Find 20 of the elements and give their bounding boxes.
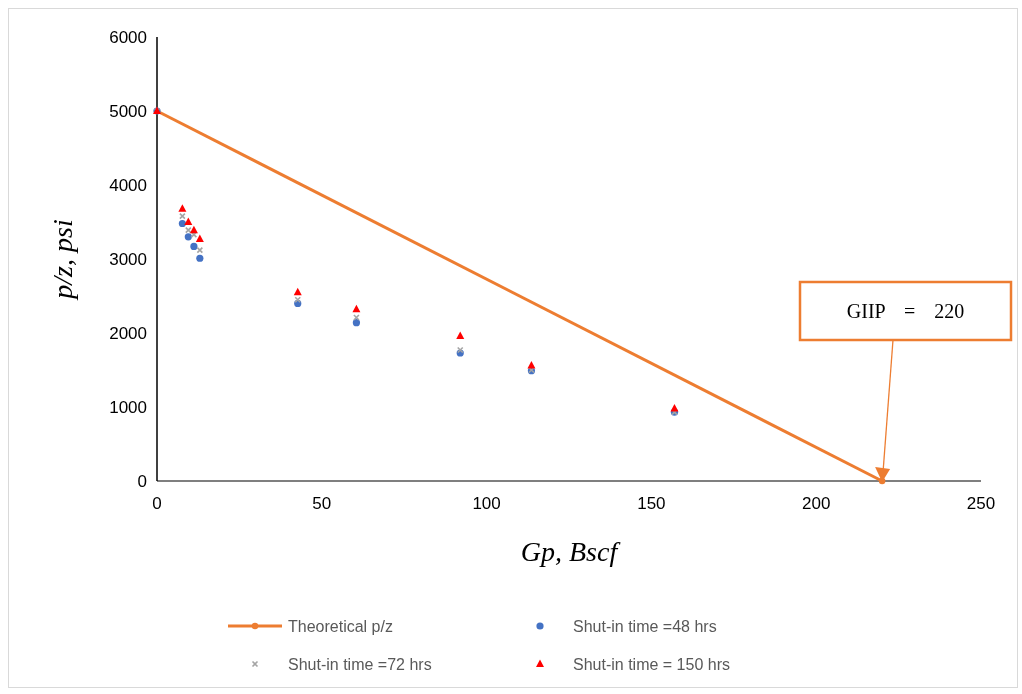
x-tick-label: 100	[472, 494, 501, 513]
legend-label: Shut-in time =48 hrs	[573, 617, 717, 635]
y-tick-label: 3000	[109, 249, 147, 269]
y-tick-label: 5000	[109, 101, 147, 121]
x-tick-label: 50	[312, 494, 332, 513]
annotation: GIIP = 220	[846, 300, 965, 322]
y-tick-label: 4000	[109, 175, 147, 195]
legend-label: Shut-in time = 150 hrs	[573, 655, 730, 673]
x-axis-title: Gp, Bscf	[520, 536, 621, 567]
x-tick-label: 150	[637, 494, 666, 513]
x-tick-label: 200	[802, 494, 831, 513]
y-tick-label: 2000	[109, 323, 147, 343]
y-axis-title: p/z, psi	[47, 219, 78, 301]
x-tick-label: 250	[966, 494, 996, 513]
y-tick-label: 1000	[109, 397, 147, 417]
x-tick-label: 0	[152, 494, 162, 513]
legend-label: Shut-in time =72 hrs	[288, 655, 432, 673]
legend-label: Theoretical p/z	[288, 617, 393, 635]
y-tick-label: 6000	[109, 27, 147, 47]
y-tick-label: 0	[137, 471, 147, 491]
